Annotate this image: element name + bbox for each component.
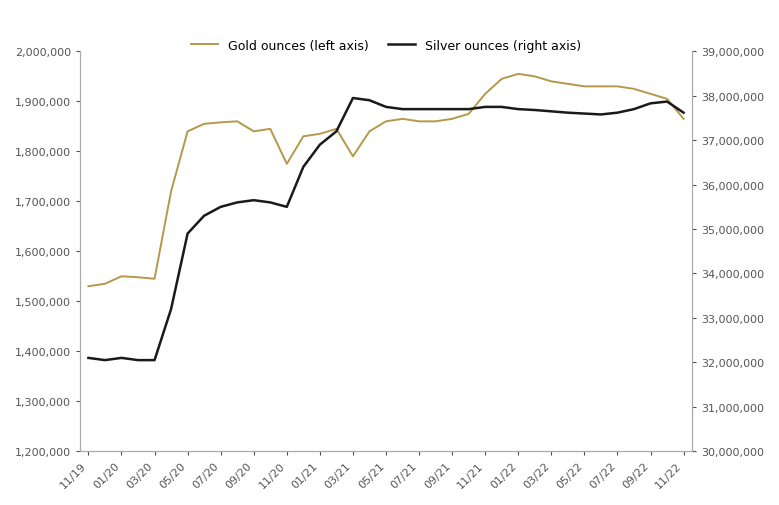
Gold ounces (left axis) xyxy=(497,77,506,83)
Silver ounces (right axis) xyxy=(167,307,176,313)
Gold ounces (left axis) xyxy=(596,84,605,90)
Silver ounces (right axis) xyxy=(547,109,556,115)
Silver ounces (right axis) xyxy=(382,105,391,111)
Silver ounces (right axis) xyxy=(662,99,671,106)
Gold ounces (left axis) xyxy=(398,117,407,123)
Silver ounces (right axis) xyxy=(183,231,192,237)
Silver ounces (right axis) xyxy=(431,107,440,113)
Silver ounces (right axis) xyxy=(596,112,605,118)
Silver ounces (right axis) xyxy=(563,111,573,117)
Legend: Gold ounces (left axis), Silver ounces (right axis): Gold ounces (left axis), Silver ounces (… xyxy=(185,34,587,58)
Silver ounces (right axis) xyxy=(580,111,589,117)
Gold ounces (left axis) xyxy=(332,127,341,133)
Gold ounces (left axis) xyxy=(530,74,540,80)
Silver ounces (right axis) xyxy=(199,213,209,219)
Line: Gold ounces (left axis): Gold ounces (left axis) xyxy=(89,75,684,287)
Silver ounces (right axis) xyxy=(84,355,93,361)
Gold ounces (left axis) xyxy=(662,96,671,103)
Gold ounces (left axis) xyxy=(266,127,275,133)
Gold ounces (left axis) xyxy=(679,117,689,123)
Gold ounces (left axis) xyxy=(580,84,589,90)
Silver ounces (right axis) xyxy=(679,111,689,117)
Gold ounces (left axis) xyxy=(365,129,374,135)
Gold ounces (left axis) xyxy=(199,122,209,128)
Gold ounces (left axis) xyxy=(348,154,358,160)
Silver ounces (right axis) xyxy=(513,107,523,113)
Silver ounces (right axis) xyxy=(464,107,474,113)
Silver ounces (right axis) xyxy=(298,165,308,171)
Gold ounces (left axis) xyxy=(382,119,391,125)
Silver ounces (right axis) xyxy=(481,105,490,111)
Silver ounces (right axis) xyxy=(216,205,225,211)
Gold ounces (left axis) xyxy=(481,91,490,97)
Gold ounces (left axis) xyxy=(150,276,159,282)
Gold ounces (left axis) xyxy=(249,129,259,135)
Silver ounces (right axis) xyxy=(249,198,259,204)
Silver ounces (right axis) xyxy=(629,107,639,113)
Gold ounces (left axis) xyxy=(613,84,622,90)
Gold ounces (left axis) xyxy=(315,131,325,137)
Silver ounces (right axis) xyxy=(117,355,126,361)
Silver ounces (right axis) xyxy=(398,107,407,113)
Gold ounces (left axis) xyxy=(563,82,573,88)
Gold ounces (left axis) xyxy=(282,162,291,168)
Gold ounces (left axis) xyxy=(447,117,456,123)
Gold ounces (left axis) xyxy=(167,189,176,195)
Silver ounces (right axis) xyxy=(646,101,655,107)
Gold ounces (left axis) xyxy=(233,119,242,125)
Gold ounces (left axis) xyxy=(298,134,308,140)
Silver ounces (right axis) xyxy=(266,200,275,206)
Silver ounces (right axis) xyxy=(414,107,424,113)
Gold ounces (left axis) xyxy=(431,119,440,125)
Silver ounces (right axis) xyxy=(150,358,159,364)
Silver ounces (right axis) xyxy=(100,358,110,364)
Silver ounces (right axis) xyxy=(348,96,358,102)
Silver ounces (right axis) xyxy=(332,129,341,135)
Silver ounces (right axis) xyxy=(497,105,506,111)
Silver ounces (right axis) xyxy=(315,142,325,148)
Gold ounces (left axis) xyxy=(646,91,655,97)
Gold ounces (left axis) xyxy=(547,79,556,85)
Gold ounces (left axis) xyxy=(414,119,424,125)
Gold ounces (left axis) xyxy=(216,120,225,126)
Gold ounces (left axis) xyxy=(183,129,192,135)
Gold ounces (left axis) xyxy=(133,275,143,281)
Silver ounces (right axis) xyxy=(613,111,622,117)
Line: Silver ounces (right axis): Silver ounces (right axis) xyxy=(89,99,684,361)
Gold ounces (left axis) xyxy=(84,284,93,290)
Silver ounces (right axis) xyxy=(447,107,456,113)
Gold ounces (left axis) xyxy=(629,87,639,93)
Gold ounces (left axis) xyxy=(464,112,474,118)
Silver ounces (right axis) xyxy=(530,108,540,114)
Silver ounces (right axis) xyxy=(133,358,143,364)
Gold ounces (left axis) xyxy=(117,274,126,280)
Gold ounces (left axis) xyxy=(513,72,523,78)
Gold ounces (left axis) xyxy=(100,281,110,287)
Silver ounces (right axis) xyxy=(282,205,291,211)
Silver ounces (right axis) xyxy=(365,98,374,104)
Silver ounces (right axis) xyxy=(233,200,242,206)
